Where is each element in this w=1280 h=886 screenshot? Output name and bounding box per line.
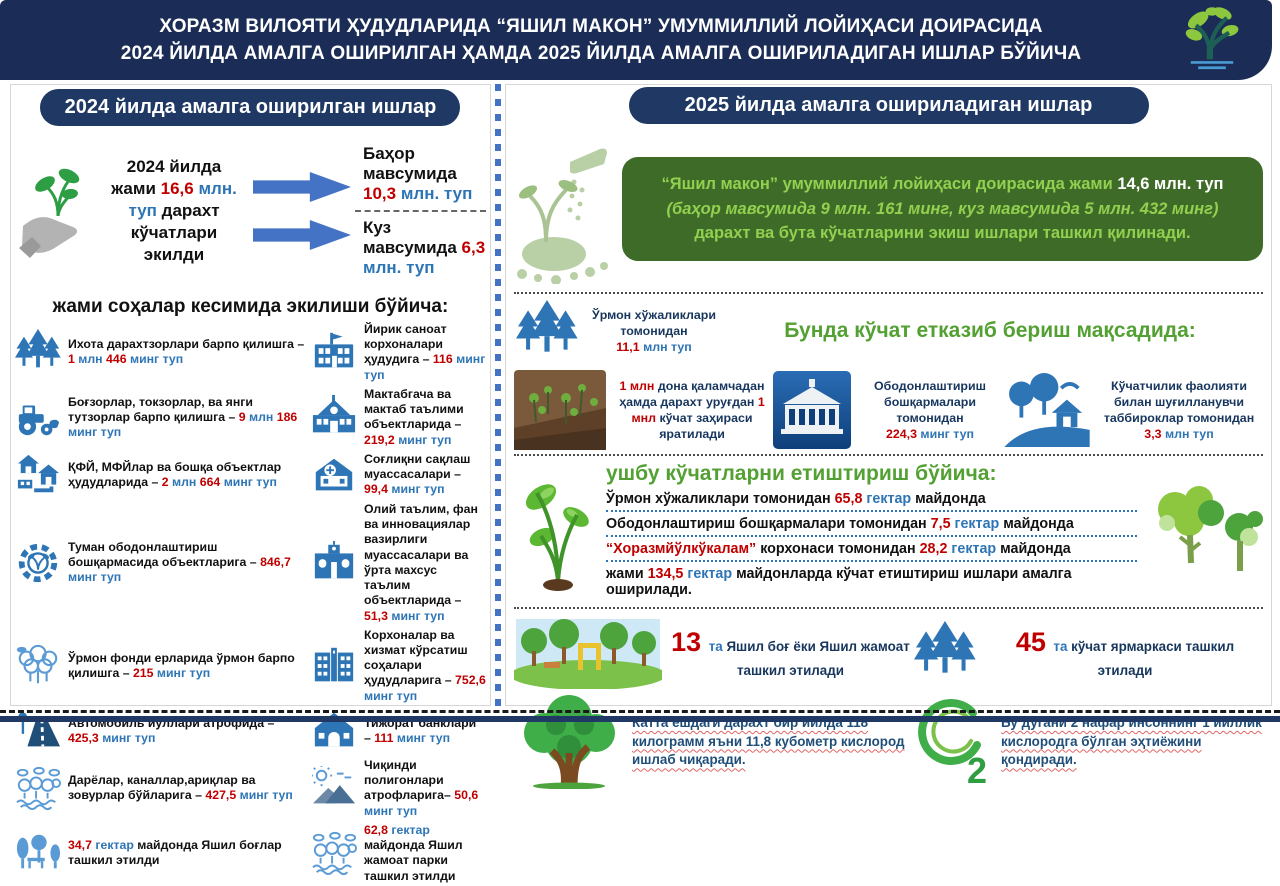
list-item: 13 та Яшил боғ ёки Яшил жамоат ташкил эт… [514, 615, 911, 689]
forest-fund-icon [15, 643, 61, 689]
factory-icon [311, 329, 357, 375]
green-garden-icon [15, 830, 61, 876]
list-item: Ихота дарахтзорлари барпо қилишга – 1 мл… [15, 320, 307, 385]
nursery-icon [1004, 373, 1090, 447]
list-item: Тижорат банклари – 111 минг туп [311, 706, 486, 756]
list-item: 45 та кўчат ярмаркаси ташкил этилади [911, 615, 1263, 689]
sectors-section-title: жами соҳалар кесимида экилиши бўйича: [52, 296, 449, 317]
dotted-divider [514, 607, 1263, 609]
bottom-blue-strip [0, 716, 1280, 722]
arrows [253, 172, 351, 250]
hospital-icon [311, 452, 357, 498]
supply-section: Ўрмон хўжаликлари томонидан 11,1 млн туп… [514, 294, 1263, 454]
dotted-divider [514, 292, 1263, 294]
bank-icon [311, 708, 357, 754]
planting-hand-icon [514, 134, 614, 284]
page-header: ХОРАЗМ ВИЛОЯТИ ҲУДУДЛАРИДА “ЯШИЛ МАКОН” … [0, 0, 1272, 80]
grow-line: Ўрмон хўжаликлари томонидан 65,8 гектар … [606, 487, 1137, 512]
canal-trees-icon [15, 765, 61, 811]
landfill-icon [311, 765, 357, 811]
village-icon [15, 452, 61, 498]
bottom-facts: 13 та Яшил боғ ёки Яшил жамоат ташкил эт… [514, 609, 1263, 797]
list-item: Туман ободонлаштириш бошқармасида объект… [15, 500, 307, 626]
list-item: Дарёлар, каналлар,ариқлар ва зовурлар бў… [15, 756, 307, 821]
tractor-icon [15, 394, 61, 440]
seedlings-photo [514, 370, 606, 450]
panel-2024-title: 2024 йилда амалга оширилган ишлар [40, 89, 461, 126]
list-item: 34,7 гектар майдонда Яшил боғлар ташкил … [15, 821, 307, 886]
list-item: Ободонлаштириш бошқармалари томонидан 22… [773, 371, 1004, 449]
page-title-line2: 2024 ЙИЛДА АМАЛГА ОШИРИЛГАН ҲАМДА 2025 Й… [120, 43, 1082, 64]
hand-seedling-icon [15, 164, 99, 258]
summary-2024-text: 2024 йилда жами 16,6 млн. туп дарахт кўч… [111, 156, 237, 265]
list-item: Корхоналар ва хизмат кўрсатиш соҳалари ҳ… [311, 626, 486, 706]
service-buildings-icon [311, 643, 357, 689]
forest-icon [514, 300, 580, 362]
list-item: Соғлиқни сақлаш муассасалари – 99,4 минг… [311, 450, 486, 500]
dotted-divider [514, 454, 1263, 456]
autumn-total: Куз мавсумида 6,3 млн. туп [363, 218, 486, 277]
dotted-divider [490, 84, 505, 706]
sprout-icon [514, 469, 598, 595]
dashed-divider [355, 210, 486, 212]
spring-total: Баҳор мавсумида 10,3 млн. туп [363, 144, 473, 203]
list-item: Олий таълим, фан ва инновациялар вазирли… [311, 500, 486, 626]
green-space-tree-icon [1180, 4, 1244, 72]
content-area: 2024 йилда амалга оширилган ишлар 2024 й… [10, 84, 1272, 883]
blue-trees-icon [911, 621, 979, 683]
panel-2025: 2025 йилда амалга ошириладиган ишлар “Яш… [505, 84, 1272, 706]
green-trees-icon [1145, 479, 1263, 585]
list-item: Ўрмон хўжаликлари томонидан 11,1 млн туп [514, 300, 723, 362]
public-park-icon [311, 830, 357, 876]
grow-section-title: ушбу кўчатларни етиштириш бўйича: [606, 462, 997, 485]
shelterbelt-forest-icon [15, 329, 61, 375]
university-icon [311, 540, 357, 586]
school-icon [311, 394, 357, 440]
grow-line: “Хоразмйўлкўкалам” корхонаси томонидан 2… [606, 537, 1137, 562]
plan-2025-summary: “Яшил макон” умуммиллий лойиҳаси доираси… [514, 124, 1263, 292]
list-item: 62,8 гектар майдонда Яшил жамоат парки т… [311, 821, 486, 886]
supply-section-title: Бунда кўчат етказиб бериш мақсадида: [784, 319, 1196, 342]
park-illustration [514, 615, 662, 689]
list-item: 1 млн дона қаламчадан ҳамда дарахт уруғд… [514, 370, 773, 450]
page-title: ХОРАЗМ ВИЛОЯТИ ҲУДУДЛАРИДА “ЯШИЛ МАКОН” … [0, 0, 1272, 67]
arrow-right-icon [253, 220, 351, 250]
page-title-line1: ХОРАЗМ ВИЛОЯТИ ҲУДУДЛАРИДА “ЯШИЛ МАКОН” … [159, 16, 1043, 37]
grow-line: Ободонлаштириш бошқармалари томонидан 7,… [606, 512, 1137, 537]
bottom-dashed-line [0, 710, 1280, 713]
list-item: Боғзорлар, токзорлар, ва янги тутзорлар … [15, 385, 307, 450]
road-icon [15, 708, 61, 754]
panel-2025-title: 2025 йилда амалга ошириладиган ишлар [628, 87, 1149, 124]
plan-2025-green-box: “Яшил макон” умуммиллий лойиҳаси доираси… [622, 156, 1263, 262]
arrow-right-icon [253, 172, 351, 202]
sector-items-grid: Ихота дарахтзорлари барпо қилишга – 1 мл… [15, 320, 486, 886]
panel-2024: 2024 йилда амалга оширилган ишлар 2024 й… [10, 84, 491, 883]
government-building-icon [773, 371, 851, 449]
list-item: Йирик саноат корхоналари ҳудудига – 116 … [311, 320, 486, 385]
list-item: Чиқинди полигонлари атрофларига– 50,6 ми… [311, 756, 486, 821]
list-item: Автомобиль йўллари атрофида – 425,3 минг… [15, 706, 307, 756]
summary-2024: 2024 йилда жами 16,6 млн. туп дарахт кўч… [15, 126, 486, 288]
list-item: Кўчатчилик фаолияти билан шуғилланувчи т… [1004, 373, 1263, 447]
landscaping-gear-icon [15, 540, 61, 586]
list-item: Мактабгача ва мактаб таълими объектларид… [311, 385, 486, 450]
grow-line: жами 134,5 гектар майдонларда кўчат етиш… [606, 566, 1072, 598]
season-totals: Баҳор мавсумида 10,3 млн. туп Куз мавсум… [355, 138, 486, 284]
grow-section: ушбу кўчатларни етиштириш бўйича: Ўрмон … [514, 456, 1263, 607]
list-item: Ўрмон фонди ерларида ўрмон барпо қилишга… [15, 626, 307, 706]
list-item: ҚФЙ, МФЙлар ва бошқа объектлар ҳудудлари… [15, 450, 307, 500]
